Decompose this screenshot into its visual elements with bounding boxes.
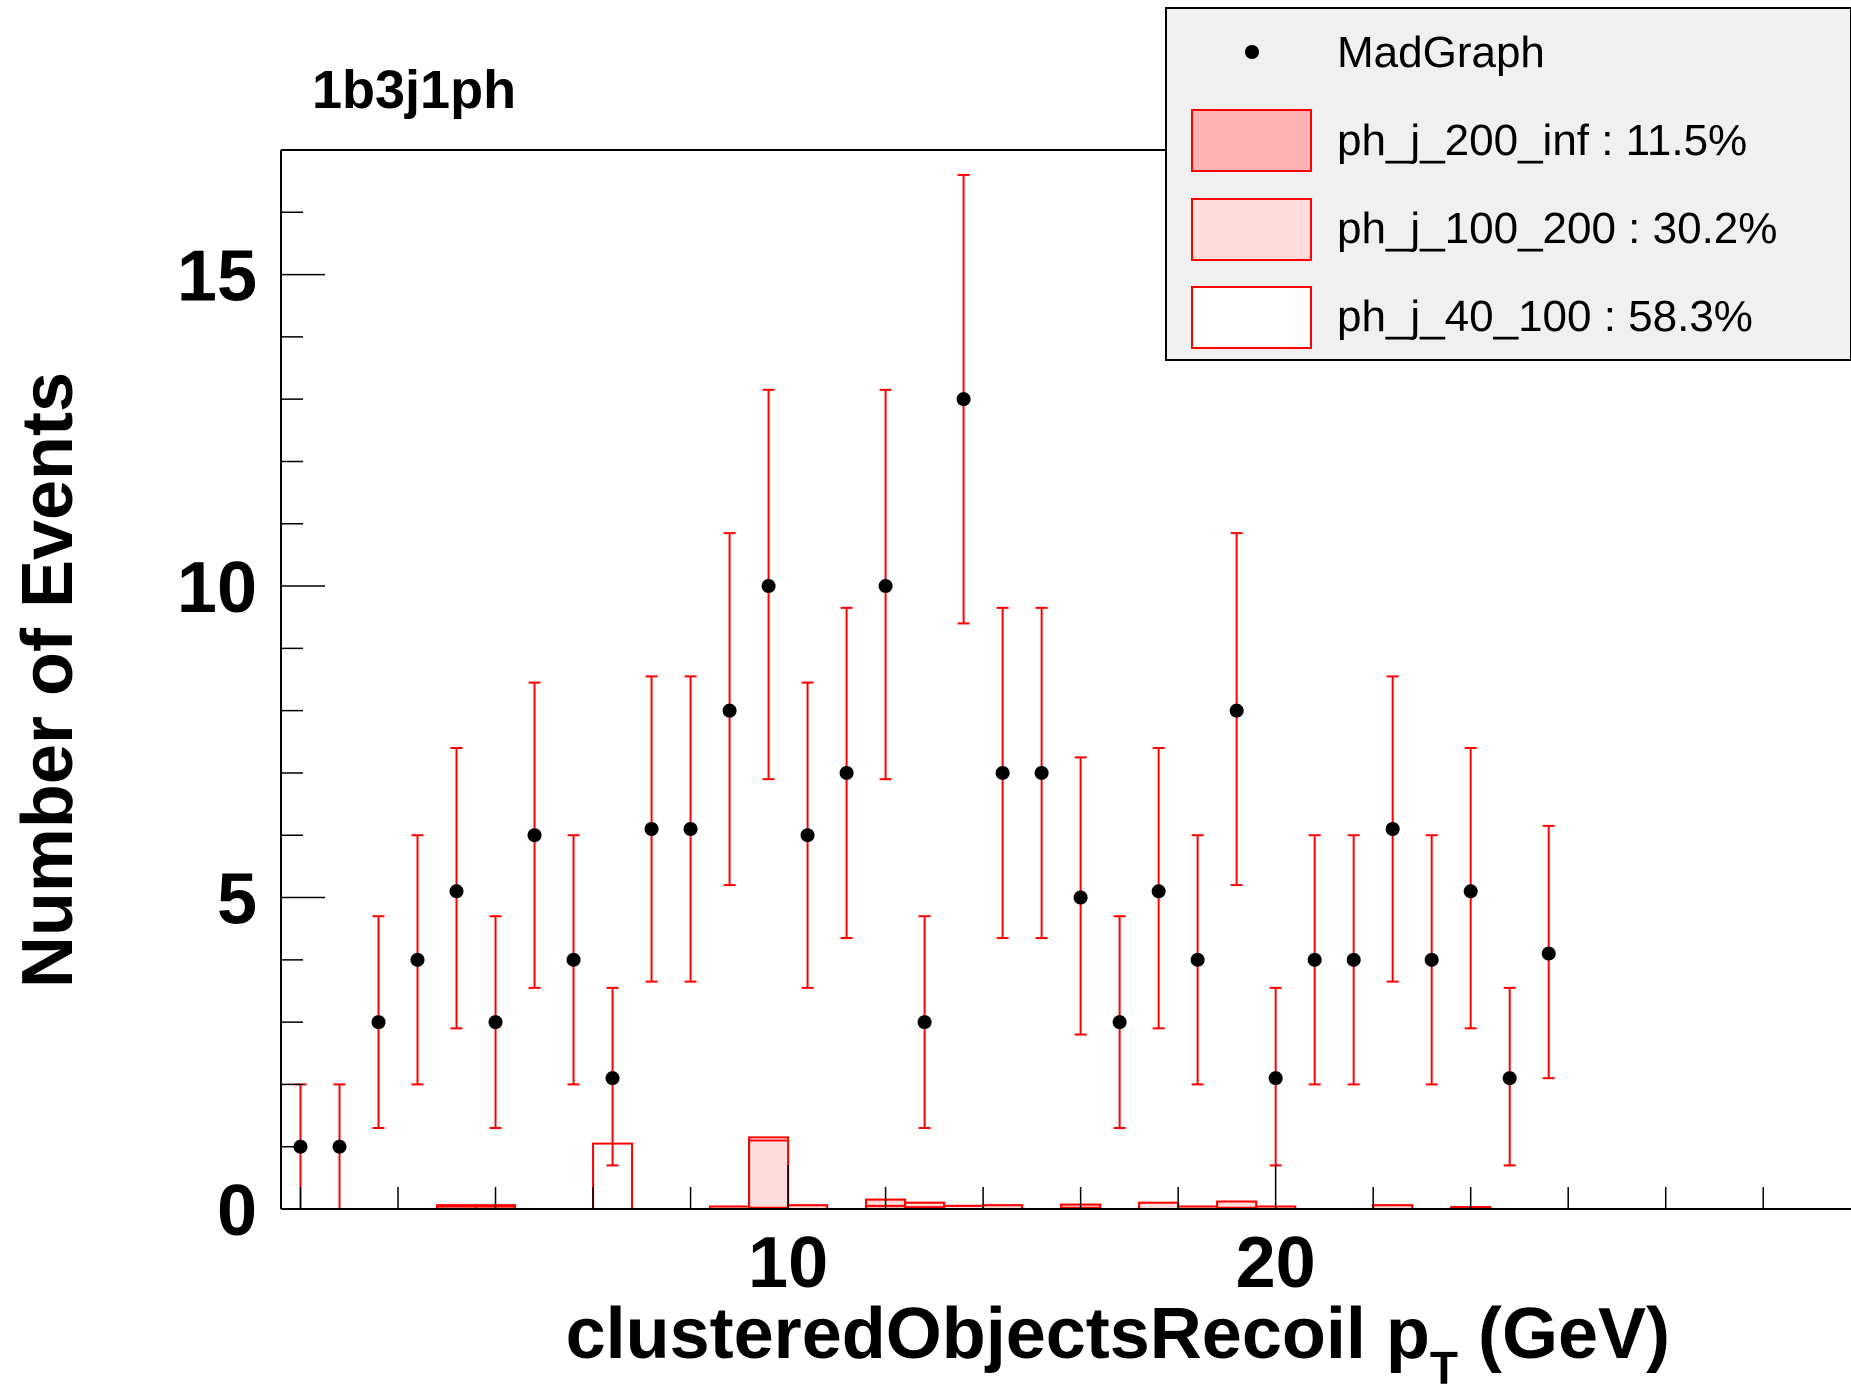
data-point xyxy=(917,1015,932,1030)
data-point xyxy=(1463,884,1478,899)
data-point xyxy=(839,765,854,780)
data-point xyxy=(605,1071,620,1086)
data-point xyxy=(1424,952,1439,967)
histogram-bin xyxy=(748,1139,790,1210)
x-tick-label: 10 xyxy=(748,1223,828,1303)
data-point xyxy=(1385,822,1400,837)
data-point xyxy=(1307,952,1322,967)
legend-swatch-200-inf xyxy=(1191,109,1312,172)
legend-label-40-100: ph_j_40_100 : 58.3% xyxy=(1337,292,1753,341)
legend-swatch-100-200 xyxy=(1191,198,1312,261)
data-point xyxy=(1190,952,1205,967)
x-axis-title: clusteredObjectsRecoil pT (GeV) xyxy=(566,1294,1670,1394)
data-point xyxy=(1151,884,1166,899)
x-axis-title-unit: (GeV) xyxy=(1458,1294,1670,1374)
data-point xyxy=(800,828,815,843)
data-point xyxy=(371,1015,386,1030)
data-point xyxy=(1502,1071,1517,1086)
legend-label-madgraph: MadGraph xyxy=(1337,28,1545,77)
legend: MadGraph ph_j_200_inf : 11.5% ph_j_100_2… xyxy=(1165,7,1851,361)
data-point xyxy=(995,765,1010,780)
y-tick-label: 15 xyxy=(177,237,257,317)
x-ticks: 10 20 xyxy=(299,1165,1764,1303)
data-point xyxy=(761,579,776,594)
data-point xyxy=(488,1015,503,1030)
data-point xyxy=(527,828,542,843)
data-point xyxy=(956,392,971,407)
x-axis-title-main: clusteredObjectsRecoil p xyxy=(566,1294,1430,1374)
data-point xyxy=(1268,1071,1283,1086)
legend-label-100-200: ph_j_100_200 : 30.2% xyxy=(1337,204,1777,253)
data-point xyxy=(410,952,425,967)
data-point xyxy=(449,884,464,899)
data-point xyxy=(1346,952,1361,967)
data-point xyxy=(1541,946,1556,961)
x-tick-label: 20 xyxy=(1236,1223,1316,1303)
legend-swatch-40-100 xyxy=(1191,286,1312,349)
legend-box xyxy=(1165,7,1851,361)
data-point xyxy=(1229,703,1244,718)
plot-title: 1b3j1ph xyxy=(312,60,516,120)
data-point xyxy=(566,952,581,967)
data-point xyxy=(878,579,893,594)
legend-label-200-inf: ph_j_200_inf : 11.5% xyxy=(1337,116,1747,165)
data-point xyxy=(1073,890,1088,905)
legend-madgraph-marker xyxy=(1245,45,1259,59)
data-point xyxy=(1112,1015,1127,1030)
y-tick-label: 10 xyxy=(177,548,257,628)
data-point xyxy=(722,703,737,718)
y-tick-label: 5 xyxy=(217,860,257,940)
y-ticks: 0 5 10 15 xyxy=(177,149,325,1251)
data-point xyxy=(644,822,659,837)
y-tick-label: 0 xyxy=(217,1171,257,1251)
x-axis-title-subscript: T xyxy=(1430,1342,1458,1394)
data-point xyxy=(1034,765,1049,780)
points-layer xyxy=(293,392,1556,1154)
y-axis-title: Number of Events xyxy=(8,372,88,988)
data-point xyxy=(332,1139,347,1154)
data-point xyxy=(683,822,698,837)
